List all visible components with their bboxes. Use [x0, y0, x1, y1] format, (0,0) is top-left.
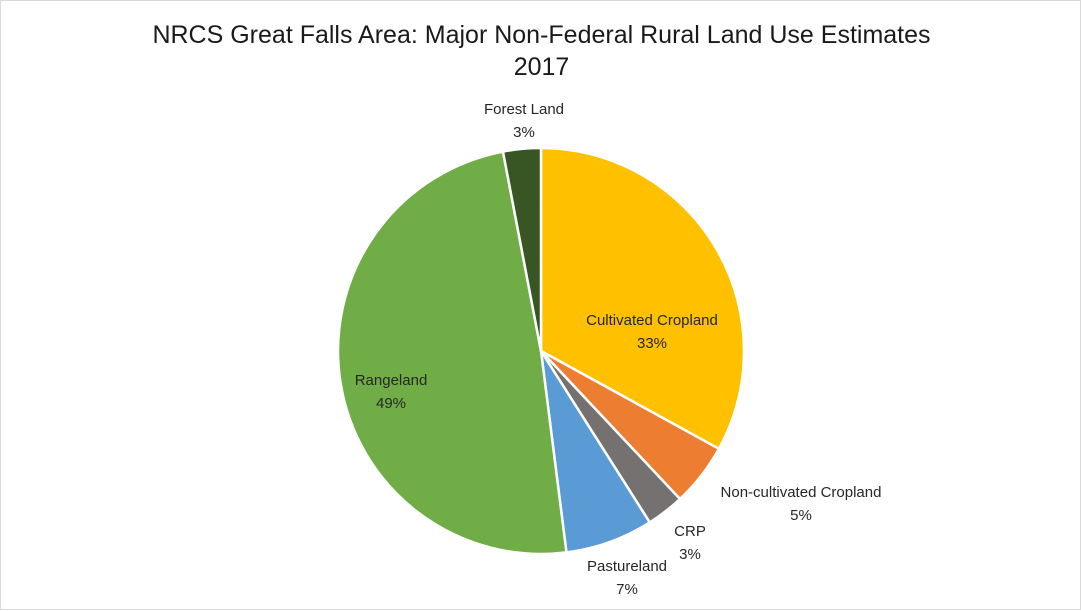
- pie-slice-forest-land: [501, 146, 543, 353]
- chart-title: NRCS Great Falls Area: Major Non-Federal…: [1, 19, 1081, 83]
- data-label-forest-land: Forest Land 3%: [484, 101, 564, 141]
- pie-slice-cultivated-cropland: [539, 146, 746, 451]
- data-label-rangeland: Rangeland 49%: [355, 372, 428, 412]
- chart-title-line: NRCS Great Falls Area: Major Non-Federal…: [152, 21, 931, 49]
- data-label-cultivated-cropland: Cultivated Cropland 33%: [586, 312, 718, 352]
- pie-slice-rangeland: [336, 150, 568, 556]
- data-label-non-cultivated-cropland: Non-cultivated Cropland 5%: [721, 484, 882, 524]
- data-label-crp: CRP 3%: [674, 523, 706, 563]
- chart-subtitle: 2017: [513, 53, 570, 81]
- data-label-pastureland: Pastureland 7%: [587, 558, 667, 598]
